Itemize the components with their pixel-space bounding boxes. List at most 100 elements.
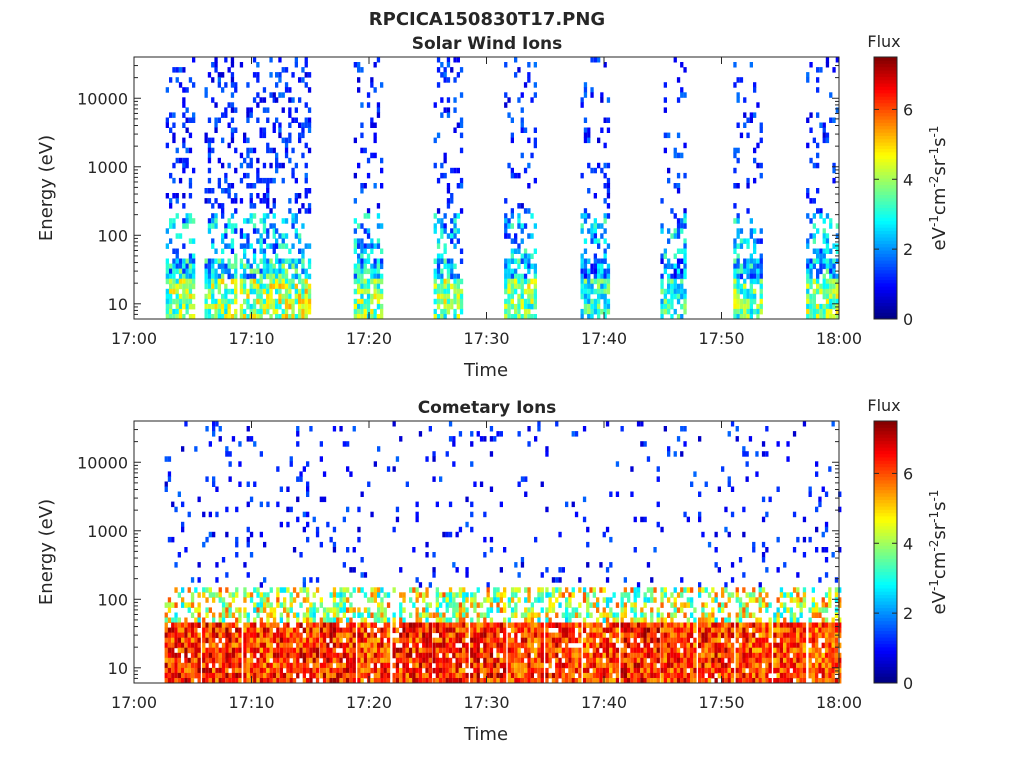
spectrogram-cell: [194, 657, 198, 664]
spectrogram-cell: [667, 303, 671, 310]
spectrogram-cell: [363, 617, 368, 623]
spectrogram-cell: [602, 662, 606, 669]
spectrogram-cell: [711, 612, 715, 618]
spectrogram-cell: [704, 622, 708, 628]
spectrogram-cell: [455, 567, 459, 573]
spectrogram-cell: [373, 587, 377, 593]
colorbar-segment: [874, 204, 897, 209]
spectrogram-cell: [373, 592, 377, 598]
spectrogram-cell: [256, 587, 260, 593]
spectrogram-cell: [548, 597, 552, 603]
spectrogram-cell: [443, 172, 447, 179]
y-tick-label: 10000: [77, 89, 128, 108]
spectrogram-cell: [291, 298, 295, 305]
spectrogram-cell: [370, 238, 374, 244]
spectrogram-cell: [184, 678, 188, 684]
spectrogram-cell: [599, 632, 603, 639]
spectrogram-cell: [524, 678, 528, 684]
spectrogram-cell: [428, 672, 432, 679]
spectrogram-cell: [510, 293, 514, 300]
spectrogram-cell: [446, 203, 451, 209]
spectrogram-cell: [322, 617, 327, 623]
spectrogram-cell: [197, 562, 201, 568]
spectrogram-cell: [286, 652, 290, 659]
spectrogram-cell: [306, 511, 310, 518]
spectrogram-cell: [627, 662, 631, 669]
spectrogram-cell: [415, 627, 419, 634]
spectrogram-cell: [279, 521, 283, 528]
spectrogram-cell: [673, 147, 677, 154]
spectrogram-cell: [580, 263, 584, 270]
spectrogram-cell: [269, 57, 273, 63]
spectrogram-cell: [249, 198, 253, 204]
unit-sr-exp: -1: [927, 147, 941, 159]
spectrogram-cell: [527, 293, 531, 300]
spectrogram-cell: [673, 283, 677, 290]
spectrogram-cell: [527, 263, 531, 270]
spectrogram-cell: [822, 248, 826, 254]
spectrogram-cell: [301, 268, 305, 275]
spectrogram-cell: [238, 667, 242, 674]
spectrogram-cell: [269, 273, 273, 280]
spectrogram-cell: [597, 162, 601, 169]
spectrogram-cell: [534, 662, 538, 669]
spectrogram-cell: [353, 248, 357, 254]
spectrogram-cell: [636, 652, 641, 659]
spectrogram-cell: [322, 667, 327, 674]
spectrogram-cell: [656, 657, 660, 664]
spectrogram-cell: [188, 177, 193, 184]
spectrogram-cell: [301, 283, 305, 290]
spectrogram-cell: [465, 622, 469, 628]
spectrogram-cell: [540, 597, 544, 603]
spectrogram-cell: [683, 67, 687, 73]
spectrogram-cell: [298, 248, 302, 254]
spectrogram-cell: [829, 288, 833, 295]
spectrogram-cell: [301, 258, 305, 264]
spectrogram-cell: [609, 662, 613, 669]
spectrogram-cell: [717, 602, 721, 608]
spectrogram-cell: [714, 592, 718, 598]
spectrogram-cell: [357, 263, 361, 270]
spectrogram-cell: [452, 642, 456, 649]
spectrogram-cell: [243, 298, 247, 305]
spectrogram-cell: [473, 662, 477, 669]
spectrogram-cell: [640, 627, 644, 634]
spectrogram-cell: [660, 632, 664, 639]
spectrogram-cell: [673, 233, 677, 239]
spectrogram-cell: [465, 627, 469, 634]
spectrogram-cell: [239, 283, 244, 290]
spectrogram-cell: [759, 303, 763, 310]
spectrogram-cell: [574, 607, 579, 613]
spectrogram-cell: [630, 617, 634, 623]
spectrogram-cell: [309, 612, 313, 618]
spectrogram-cell: [517, 273, 521, 280]
spectrogram-cell: [510, 314, 514, 320]
spectrogram-cell: [182, 298, 186, 305]
spectrogram-cell: [169, 293, 173, 300]
spectrogram-cell: [714, 657, 718, 664]
spectrogram-cell: [442, 642, 446, 649]
spectrogram-cell: [165, 278, 169, 285]
spectrogram-cell: [520, 152, 524, 159]
spectrogram-cell: [299, 632, 303, 639]
spectrogram-cell: [370, 657, 374, 664]
spectrogram-cell: [234, 253, 238, 259]
spectrogram-cell: [822, 288, 826, 295]
spectrogram-cell: [353, 198, 357, 204]
spectrogram-cell: [211, 243, 215, 249]
spectrogram-cell: [275, 283, 279, 290]
spectrogram-cell: [663, 288, 667, 295]
spectrogram-cell: [272, 298, 276, 305]
spectrogram-cell: [218, 652, 222, 659]
spectrogram-cell: [377, 672, 381, 679]
spectrogram-cell: [453, 223, 457, 229]
spectrogram-cell: [753, 288, 757, 295]
spectrogram-cell: [272, 273, 276, 280]
spectrogram-cell: [693, 667, 697, 674]
spectrogram-cell: [418, 657, 423, 664]
spectrogram-cell: [249, 147, 253, 154]
spectrogram-cell: [304, 243, 308, 249]
spectrogram-cell: [517, 303, 521, 310]
spectrogram-cell: [537, 426, 541, 432]
spectrogram-cell: [212, 421, 216, 427]
